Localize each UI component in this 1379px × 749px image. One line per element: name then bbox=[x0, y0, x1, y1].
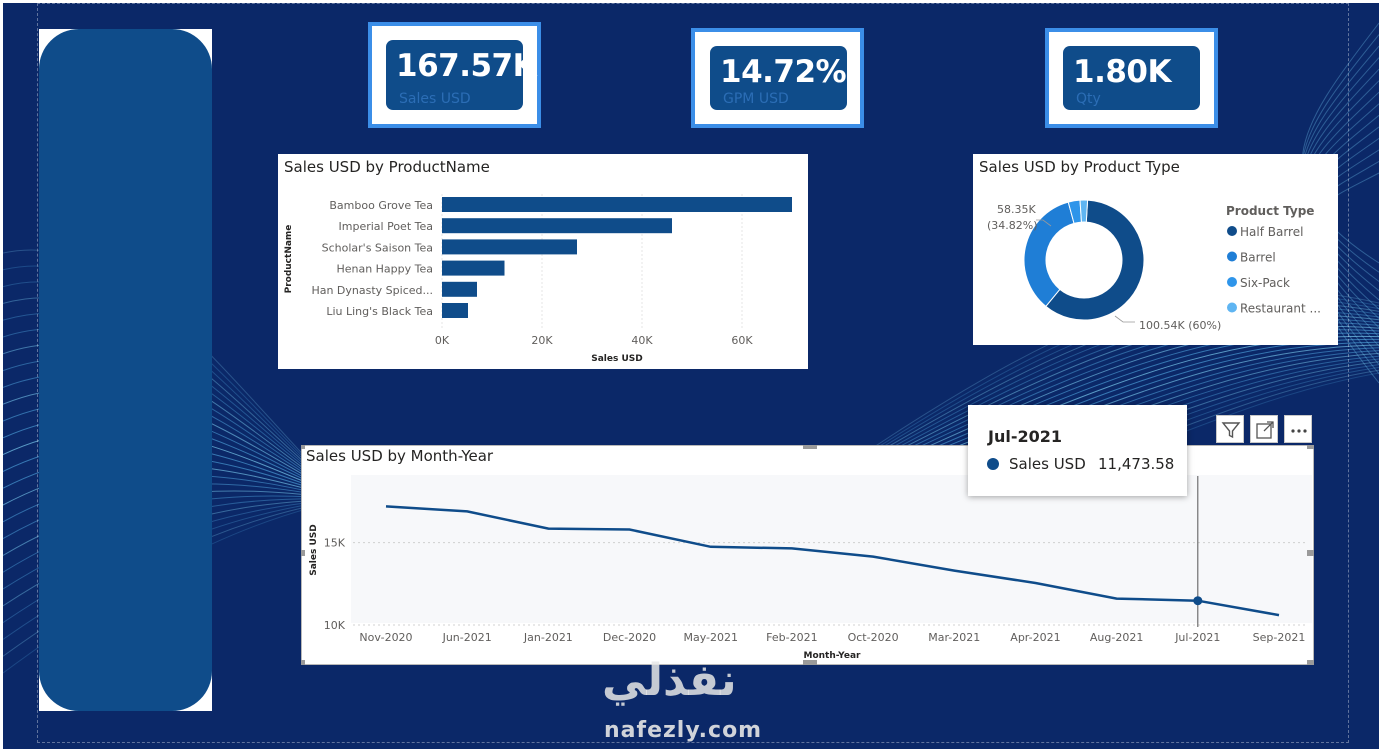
kpi-label: Qty bbox=[1076, 91, 1101, 107]
kpi-tile: 14.72% GPM USD bbox=[710, 46, 847, 110]
tooltip-title: Jul-2021 bbox=[988, 427, 1062, 446]
bar-x-tick-label: 20K bbox=[531, 334, 553, 347]
line-x-tick-label: Jan-2021 bbox=[523, 631, 573, 644]
sidebar-shape bbox=[39, 29, 212, 711]
watermark-logo-arabic: نفذلي bbox=[602, 655, 737, 706]
line-x-tick-label: Apr-2021 bbox=[1010, 631, 1060, 644]
more-options-icon bbox=[1291, 429, 1307, 433]
legend-marker bbox=[1227, 302, 1237, 313]
line-x-tick-label: May-2021 bbox=[683, 631, 738, 644]
resize-handle bbox=[301, 550, 305, 556]
legend-marker bbox=[1227, 226, 1237, 236]
legend-marker bbox=[1227, 251, 1237, 262]
donut-legend-title: Product Type bbox=[1226, 204, 1314, 218]
line-y-tick-label: 10K bbox=[324, 619, 346, 632]
legend-label: Half Barrel bbox=[1240, 225, 1303, 239]
line-y-axis-title: Sales USD bbox=[309, 524, 319, 576]
kpi-card-sales[interactable]: 167.57K Sales USD bbox=[368, 22, 541, 128]
line-x-axis-title: Month-Year bbox=[804, 651, 862, 661]
resize-handle bbox=[1307, 550, 1314, 556]
line-x-tick-label: Aug-2021 bbox=[1090, 631, 1143, 644]
kpi-label: GPM USD bbox=[723, 91, 789, 107]
bar-x-tick-label: 60K bbox=[731, 334, 753, 347]
donut-data-label: 58.35K bbox=[997, 203, 1036, 216]
bar-y-axis-title: ProductName bbox=[284, 225, 294, 294]
bar-category-label: Bamboo Grove Tea bbox=[329, 199, 433, 212]
line-chart: 10K 15K Nov-2020 Jun-2021 Jan-2021 Dec-2020 Ma… bbox=[301, 445, 1314, 665]
line-series-sales bbox=[385, 505, 1280, 617]
line-x-tick-label: Jun-2021 bbox=[442, 631, 492, 644]
donut-slice bbox=[1023, 201, 1075, 308]
resize-handle bbox=[301, 660, 305, 665]
focus-mode-button[interactable] bbox=[1250, 415, 1278, 443]
donut-leader-line bbox=[1114, 315, 1135, 323]
resize-handle bbox=[803, 445, 817, 449]
bar bbox=[442, 281, 477, 297]
line-x-tick-label: Jul-2021 bbox=[1174, 631, 1220, 644]
legend-label: Six-Pack bbox=[1240, 276, 1290, 290]
donut-slice bbox=[1079, 199, 1089, 223]
kpi-value: 167.57K bbox=[396, 48, 537, 84]
sidebar-panel bbox=[39, 29, 212, 711]
kpi-tile: 167.57K Sales USD bbox=[386, 40, 537, 110]
bar-category-label: Han Dynasty Spiced... bbox=[311, 284, 433, 297]
line-x-tick-label: Mar-2021 bbox=[928, 631, 980, 644]
resize-handle bbox=[1307, 445, 1314, 449]
more-options-button[interactable] bbox=[1284, 415, 1312, 443]
donut-leader-line bbox=[1036, 219, 1052, 227]
watermark-logo-latin: nafezly.com bbox=[604, 718, 763, 743]
line-x-tick-label: Sep-2021 bbox=[1253, 631, 1306, 644]
legend-marker bbox=[1227, 277, 1237, 287]
line-y-tick-label: 15K bbox=[324, 537, 346, 550]
legend-label: Restaurant ... bbox=[1240, 302, 1321, 316]
bar bbox=[442, 197, 792, 212]
bar bbox=[442, 303, 468, 318]
bar bbox=[442, 260, 505, 276]
donut-chart-card[interactable]: Sales USD by Product Type 100.54K (60%) 5… bbox=[973, 154, 1338, 345]
line-x-tick-label: Feb-2021 bbox=[766, 631, 817, 644]
hover-point bbox=[1193, 596, 1203, 606]
bar-chart-card[interactable]: Sales USD by ProductName 0K 20K 40K 60K Bamb… bbox=[278, 154, 808, 369]
resize-handle bbox=[803, 660, 817, 665]
chart-tooltip: Jul-2021 Sales USD 11,473.58 bbox=[968, 405, 1187, 496]
resize-handle bbox=[301, 445, 305, 449]
bar-category-label: Imperial Poet Tea bbox=[339, 220, 434, 233]
bar-chart-title: Sales USD by ProductName bbox=[284, 158, 490, 176]
bar bbox=[442, 239, 577, 255]
donut-chart-title: Sales USD by Product Type bbox=[979, 158, 1180, 176]
legend-label: Barrel bbox=[1240, 251, 1276, 265]
bar-x-axis-title: Sales USD bbox=[591, 354, 643, 364]
donut-chart: 100.54K (60%) 58.35K (34.82%) Product Type H… bbox=[987, 199, 1321, 332]
kpi-card-gpm[interactable]: 14.72% GPM USD bbox=[691, 28, 864, 128]
line-chart-title: Sales USD by Month-Year bbox=[306, 447, 494, 465]
bar bbox=[442, 218, 672, 234]
tooltip-series-marker bbox=[987, 458, 999, 470]
kpi-card-qty[interactable]: 1.80K Qty bbox=[1045, 28, 1218, 128]
kpi-value: 1.80K bbox=[1073, 54, 1172, 90]
donut-slice bbox=[1045, 199, 1145, 321]
kpi-value: 14.72% bbox=[720, 54, 847, 90]
line-x-tick-label: Dec-2020 bbox=[603, 631, 656, 644]
donut-data-label: 100.54K (60%) bbox=[1139, 319, 1221, 332]
tooltip-series-name: Sales USD bbox=[1009, 455, 1086, 473]
page-boundary bbox=[37, 3, 1349, 743]
kpi-label: Sales USD bbox=[399, 91, 471, 107]
filter-icon bbox=[1221, 422, 1241, 439]
bar-x-tick-label: 40K bbox=[631, 334, 653, 347]
filter-button[interactable] bbox=[1216, 415, 1244, 443]
bar-category-label: Henan Happy Tea bbox=[336, 263, 433, 276]
bar-category-label: Scholar's Saison Tea bbox=[322, 241, 433, 254]
tooltip-series-value: 11,473.58 bbox=[1098, 455, 1175, 473]
line-x-tick-label: Nov-2020 bbox=[359, 631, 412, 644]
resize-handle bbox=[1307, 660, 1314, 665]
donut-data-label: (34.82%) bbox=[987, 219, 1038, 232]
bar-x-tick-label: 0K bbox=[435, 334, 450, 347]
focus-mode-icon bbox=[1256, 421, 1274, 439]
line-x-tick-label: Oct-2020 bbox=[848, 631, 899, 644]
bar-chart: 0K 20K 40K 60K Bamboo Grove Tea Imperial Poet… bbox=[284, 194, 792, 364]
bar-category-label: Liu Ling's Black Tea bbox=[326, 305, 433, 318]
kpi-tile: 1.80K Qty bbox=[1063, 46, 1200, 110]
